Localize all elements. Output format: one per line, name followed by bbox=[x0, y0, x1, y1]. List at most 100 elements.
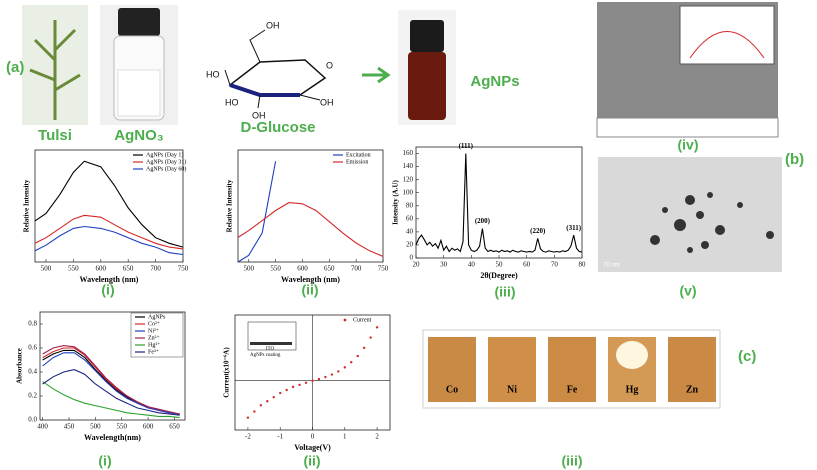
x-tick-label: 750 bbox=[378, 265, 389, 273]
vial-liquid bbox=[408, 52, 446, 120]
x-tick-label: -1 bbox=[277, 433, 283, 441]
y-axis-label: Relative Intensity bbox=[23, 179, 31, 232]
tile-label: Ni bbox=[507, 384, 517, 395]
series-line bbox=[42, 345, 180, 415]
y-tick-label: 120 bbox=[403, 175, 414, 183]
legend-label: Emission bbox=[346, 159, 368, 165]
point bbox=[337, 370, 340, 373]
series-line bbox=[42, 369, 180, 416]
atom: OH bbox=[252, 110, 266, 120]
y-tick-label: 40 bbox=[406, 227, 414, 235]
plot-frame bbox=[34, 149, 184, 263]
legend-label: AgNPs (Day 1) bbox=[146, 151, 183, 158]
tile-label: Zn bbox=[686, 384, 699, 395]
x-axis-label: Wavelength(nm) bbox=[84, 433, 141, 442]
legend-label: Fe³⁺ bbox=[148, 348, 159, 355]
jar-cap bbox=[118, 8, 160, 36]
y-axis-label: Current(x10⁻⁶A) bbox=[223, 347, 231, 398]
x-tick-label: 550 bbox=[116, 423, 127, 431]
panel-label: (c) bbox=[738, 348, 756, 365]
series-line bbox=[42, 347, 180, 415]
x-tick-label: 500 bbox=[90, 423, 101, 431]
tile-label: Hg bbox=[626, 384, 639, 395]
y-tick-label: 160 bbox=[403, 149, 414, 157]
caption: Tulsi bbox=[38, 127, 72, 144]
y-tick-label: 20 bbox=[406, 241, 414, 249]
legend-label: AgNPs bbox=[148, 314, 166, 320]
y-axis-label: Intensity (A.U) bbox=[392, 179, 400, 224]
point bbox=[291, 385, 295, 389]
legend-label: Co²⁺ bbox=[148, 320, 160, 327]
atom: HO bbox=[206, 69, 220, 79]
caption: AgNPs bbox=[470, 73, 519, 90]
panel-label: (iv) bbox=[678, 137, 699, 153]
ring-front bbox=[229, 83, 300, 97]
y-tick-label: 0.8 bbox=[28, 320, 37, 328]
x-tick-label: -2 bbox=[245, 433, 251, 441]
tiles bbox=[428, 337, 716, 402]
panel-label: (v) bbox=[679, 283, 696, 299]
x-tick-label: 40 bbox=[468, 261, 476, 269]
scale-bar: 70 nm bbox=[603, 263, 620, 269]
point bbox=[272, 395, 275, 399]
point bbox=[311, 379, 314, 382]
series-line bbox=[34, 214, 184, 250]
x-tick-label: 400 bbox=[37, 423, 48, 431]
x-tick-label: 20 bbox=[413, 261, 421, 269]
series-line bbox=[237, 202, 384, 257]
x-tick-label: 80 bbox=[579, 261, 587, 269]
sem-inset bbox=[679, 5, 775, 65]
x-tick-label: 600 bbox=[297, 265, 308, 273]
tile-label: Co bbox=[446, 384, 458, 395]
x-axis-label: Wavelength (nm) bbox=[281, 275, 340, 284]
x-tick-label: 600 bbox=[143, 423, 154, 431]
x-tick-label: 50 bbox=[496, 261, 504, 269]
legend-label: Ni²⁺ bbox=[148, 327, 159, 334]
atom: O bbox=[326, 60, 333, 70]
panel-label: (i) bbox=[101, 282, 114, 298]
panel-label: (ii) bbox=[303, 453, 320, 469]
legend-label: AgNPs (Day 31) bbox=[146, 158, 186, 165]
x-tick-label: 70 bbox=[551, 261, 559, 269]
point bbox=[356, 354, 359, 358]
atom: HO bbox=[225, 97, 239, 107]
x-axis-label: Voltage(V) bbox=[294, 443, 331, 452]
x-tick-label: 700 bbox=[150, 265, 161, 273]
x-tick-label: 60 bbox=[523, 261, 531, 269]
circuit bbox=[247, 321, 297, 351]
plot-frame bbox=[237, 149, 384, 263]
panel-label: (b) bbox=[785, 151, 804, 168]
x-tick-label: 650 bbox=[123, 265, 134, 273]
point bbox=[330, 373, 334, 376]
legend-label: Zn²⁺ bbox=[148, 334, 160, 341]
series-line bbox=[237, 161, 277, 263]
x-tick-label: 2 bbox=[375, 433, 379, 441]
point bbox=[304, 381, 308, 384]
sem-info bbox=[596, 117, 779, 138]
point bbox=[266, 400, 269, 403]
caption: AgNO₃ bbox=[114, 127, 163, 144]
annotation: (311) bbox=[566, 224, 581, 232]
electrode bbox=[250, 342, 292, 345]
y-tick-label: 0.2 bbox=[28, 392, 37, 400]
photos bbox=[22, 2, 782, 409]
x-tick-label: 750 bbox=[178, 265, 189, 273]
vial-cap bbox=[410, 20, 444, 52]
x-tick-label: 700 bbox=[351, 265, 362, 273]
annotation: (111) bbox=[459, 142, 474, 150]
legend-label: AgNPs (Day 60) bbox=[146, 165, 186, 172]
point bbox=[317, 377, 321, 381]
panel-label: (a) bbox=[6, 59, 24, 76]
annotation: (200) bbox=[475, 217, 491, 225]
point bbox=[350, 361, 353, 364]
panel-label: (ii) bbox=[301, 282, 318, 298]
x-tick-label: 550 bbox=[68, 265, 79, 273]
x-tick-label: 1 bbox=[343, 433, 347, 441]
x-tick-label: 500 bbox=[243, 265, 254, 273]
panel-label: (i) bbox=[98, 453, 111, 469]
point bbox=[279, 391, 282, 395]
y-tick-label: 60 bbox=[406, 214, 414, 222]
x-axis-label: 2θ(Degree) bbox=[480, 271, 518, 280]
point bbox=[246, 416, 250, 419]
